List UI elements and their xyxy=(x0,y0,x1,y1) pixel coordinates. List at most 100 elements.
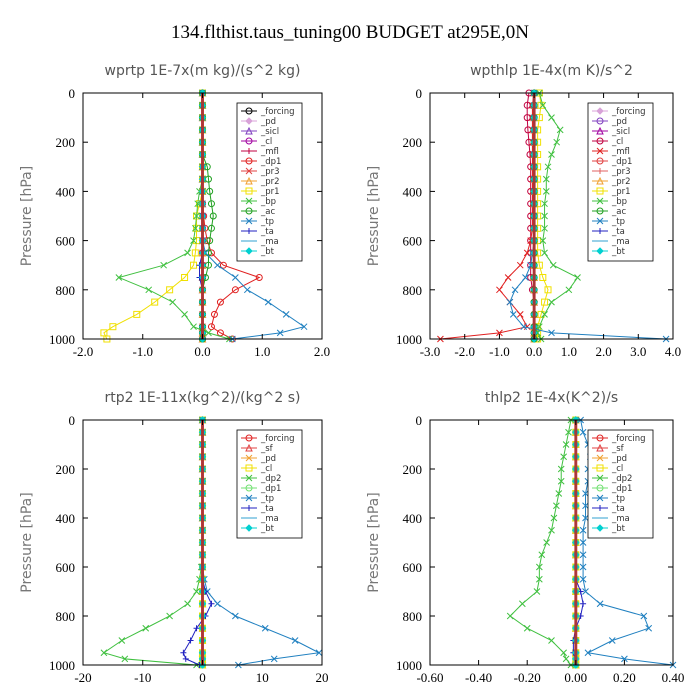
legend-label: _pr2 xyxy=(611,177,631,187)
series-line xyxy=(509,419,572,666)
legend: _forcing_pd_sicl_cl_mfl_dp1_pr3_pr2_pr1_… xyxy=(587,102,654,262)
legend-marker xyxy=(245,157,253,165)
data-point xyxy=(596,600,604,608)
legend: _forcing_pd_sicl_cl_mfl_dp1_pr3_pr2_pr1_… xyxy=(236,102,303,262)
data-point xyxy=(539,274,547,281)
data-point xyxy=(190,237,197,244)
data-point xyxy=(216,298,224,306)
data-point xyxy=(539,101,547,109)
data-point xyxy=(543,539,550,546)
legend-marker xyxy=(246,148,252,154)
data-point xyxy=(518,600,526,608)
data-point xyxy=(232,612,239,620)
legend-marker xyxy=(245,247,253,255)
legend-label: _sicl xyxy=(260,127,279,137)
data-point xyxy=(557,465,565,473)
legend-label: _tp xyxy=(611,217,625,227)
data-point xyxy=(544,163,552,171)
data-point xyxy=(169,298,176,306)
legend-label: _pd xyxy=(260,454,276,464)
legend-marker xyxy=(245,137,253,145)
chart-title: thlp2 1E-4x(K^2)/s xyxy=(485,390,618,406)
data-point xyxy=(582,490,589,497)
legend-label: _ac xyxy=(260,207,275,217)
data-point xyxy=(522,274,529,281)
x-tick-label: 1.0 xyxy=(254,344,270,359)
data-point xyxy=(557,477,565,485)
legend-marker xyxy=(245,443,253,452)
series-dp2 xyxy=(100,416,206,669)
data-point xyxy=(208,600,215,607)
legend-label: _cl xyxy=(611,137,623,147)
data-point xyxy=(181,274,189,281)
legend-marker xyxy=(245,187,253,195)
data-point xyxy=(496,329,503,337)
y-axis-label: Pressure [hPa] xyxy=(19,166,35,266)
data-point xyxy=(562,655,570,663)
chart-panel-1: wprtp 1E-7x(m kg)/(s^2 kg) Pressure [hPa]… xyxy=(19,63,330,359)
data-point xyxy=(516,311,524,318)
legend-marker xyxy=(596,474,604,482)
data-point xyxy=(496,286,503,294)
data-point xyxy=(509,311,517,318)
data-point xyxy=(535,323,543,331)
legend-marker xyxy=(596,157,604,165)
legend-marker xyxy=(245,494,253,502)
y-tick-label: 200 xyxy=(56,135,76,150)
y-tick-label: 400 xyxy=(403,511,423,526)
page-title: 134.flthist.taus_tuning00 BUDGET at295E,… xyxy=(171,22,529,43)
y-tick-label: 0 xyxy=(416,413,423,428)
legend-marker xyxy=(596,147,604,155)
data-point xyxy=(548,114,555,121)
data-point xyxy=(207,224,215,232)
series-line xyxy=(440,92,535,340)
legend-label: _pr3 xyxy=(611,167,631,177)
legend-marker xyxy=(245,207,253,215)
y-tick-label: 1000 xyxy=(396,332,422,347)
x-tick-label: -2.0 xyxy=(73,344,94,359)
series-dp2 xyxy=(506,416,575,669)
legend-label: _bt xyxy=(260,524,275,534)
y-tick-label: 200 xyxy=(403,462,423,477)
legend-marker xyxy=(245,434,253,442)
legend-label: _bp xyxy=(260,197,276,207)
data-point xyxy=(214,261,221,269)
data-point xyxy=(523,101,531,109)
legend-label: _dp1 xyxy=(260,484,281,494)
data-point xyxy=(219,261,227,269)
y-tick-label: 0 xyxy=(416,86,423,101)
x-tick-label: -1.0 xyxy=(132,344,153,359)
data-point xyxy=(579,563,587,571)
legend-marker xyxy=(596,484,604,492)
data-point xyxy=(109,323,117,331)
data-point xyxy=(539,237,547,244)
data-point xyxy=(231,286,239,294)
data-point xyxy=(645,624,653,632)
data-point xyxy=(582,514,589,522)
legend-marker xyxy=(596,443,604,452)
legend-label: _pd xyxy=(260,117,276,127)
legend-label: _pr3 xyxy=(260,167,280,177)
data-point xyxy=(562,441,570,448)
legend-marker xyxy=(596,524,604,532)
x-tick-label: 20 xyxy=(316,670,329,685)
legend-marker xyxy=(596,137,604,145)
data-point xyxy=(100,649,108,657)
legend-label: _dp2 xyxy=(611,474,632,484)
legend-marker xyxy=(245,167,253,175)
legend-label: _sicl xyxy=(611,127,630,137)
data-point xyxy=(550,514,558,522)
data-point xyxy=(608,637,616,644)
data-point xyxy=(184,600,191,608)
data-point xyxy=(255,274,263,281)
series-pr1 xyxy=(100,89,206,343)
legend-label: _bt xyxy=(611,247,626,257)
data-point xyxy=(535,563,543,571)
legend-label: _tp xyxy=(260,494,274,504)
legend-label: _pd xyxy=(611,117,627,127)
legend-label: _tp xyxy=(260,217,274,227)
data-point xyxy=(548,151,555,158)
data-point xyxy=(291,637,299,644)
data-point xyxy=(118,637,126,644)
